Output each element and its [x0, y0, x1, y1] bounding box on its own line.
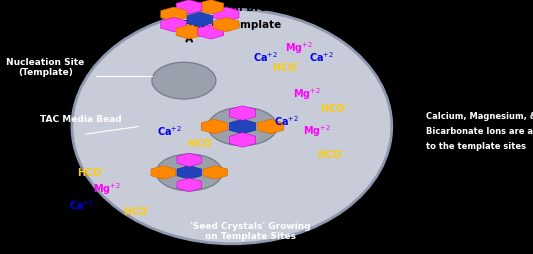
- Text: Mg$^{+2}$: Mg$^{+2}$: [285, 40, 313, 56]
- Text: Free of Template: Free of Template: [182, 20, 281, 30]
- Text: Ca$^{+2}$: Ca$^{+2}$: [253, 51, 278, 64]
- Text: HCO$^{-}$: HCO$^{-}$: [320, 102, 351, 114]
- Text: HCO$^{-}$: HCO$^{-}$: [317, 148, 348, 160]
- Text: HCO$^{-}$: HCO$^{-}$: [272, 61, 303, 73]
- Text: HCO$^{-}$: HCO$^{-}$: [187, 136, 217, 148]
- Text: HCO$^{-}$: HCO$^{-}$: [123, 205, 154, 217]
- Text: TAC Media Bead: TAC Media Bead: [40, 115, 122, 124]
- Text: Micro Crystal Breaking: Micro Crystal Breaking: [165, 3, 299, 12]
- Text: to the template sites: to the template sites: [426, 141, 527, 151]
- Text: Mg$^{+2}$: Mg$^{+2}$: [93, 180, 122, 196]
- Text: Mg$^{+2}$: Mg$^{+2}$: [303, 123, 331, 139]
- Text: 'Seed Crystals' Growing
on Template Sites: 'Seed Crystals' Growing on Template Site…: [190, 221, 311, 240]
- Text: HCO$^{-}$: HCO$^{-}$: [77, 165, 108, 177]
- Text: Ca$^{+2}$: Ca$^{+2}$: [309, 51, 334, 64]
- Text: Ca$^{+2}$: Ca$^{+2}$: [157, 124, 182, 138]
- Ellipse shape: [156, 154, 222, 191]
- Text: Calcium, Magnesium, &: Calcium, Magnesium, &: [426, 111, 533, 120]
- Text: Bicarbonate Ions are attracted: Bicarbonate Ions are attracted: [426, 126, 533, 135]
- Ellipse shape: [152, 63, 216, 100]
- Text: Mg$^{+2}$: Mg$^{+2}$: [293, 86, 321, 102]
- Ellipse shape: [72, 10, 392, 244]
- Ellipse shape: [208, 108, 277, 146]
- Text: Ca$^{+2}$: Ca$^{+2}$: [69, 198, 94, 212]
- Text: Nucleation Site
(Template): Nucleation Site (Template): [6, 58, 84, 77]
- Text: Ca$^{+2}$: Ca$^{+2}$: [274, 114, 300, 128]
